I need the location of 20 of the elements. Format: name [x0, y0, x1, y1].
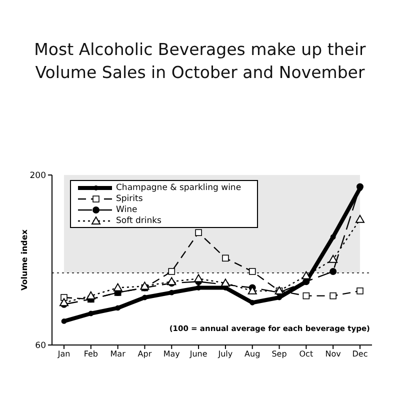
y-tick-label: 60	[35, 341, 46, 352]
x-tick-label: Dec	[352, 350, 368, 359]
x-tick-label: July	[217, 350, 233, 359]
x-tick-label: Sep	[272, 350, 287, 359]
x-tick-label: May	[163, 350, 180, 359]
x-tick-label: Feb	[84, 350, 98, 359]
y-axis-title: Volume index	[20, 228, 29, 290]
y-tick-label: 200	[30, 171, 46, 182]
x-tick-label: Mar	[110, 350, 126, 359]
x-tick-label: Oct	[299, 350, 314, 359]
x-tick-label: Nov	[325, 350, 342, 359]
x-tick-label: Jan	[56, 350, 70, 359]
chart-title: Most Alcoholic Beverages make up their Volume Sales in October and November	[33, 39, 367, 84]
x-tick-label: Apr	[138, 350, 152, 359]
legend-label: Champagne & sparkling wine	[116, 182, 242, 192]
legend-label: Spirits	[116, 194, 143, 204]
x-tick-label: June	[188, 350, 208, 359]
x-tick-label: Aug	[244, 350, 260, 359]
legend-label: Soft drinks	[116, 216, 162, 226]
legend-label: Wine	[116, 204, 138, 214]
